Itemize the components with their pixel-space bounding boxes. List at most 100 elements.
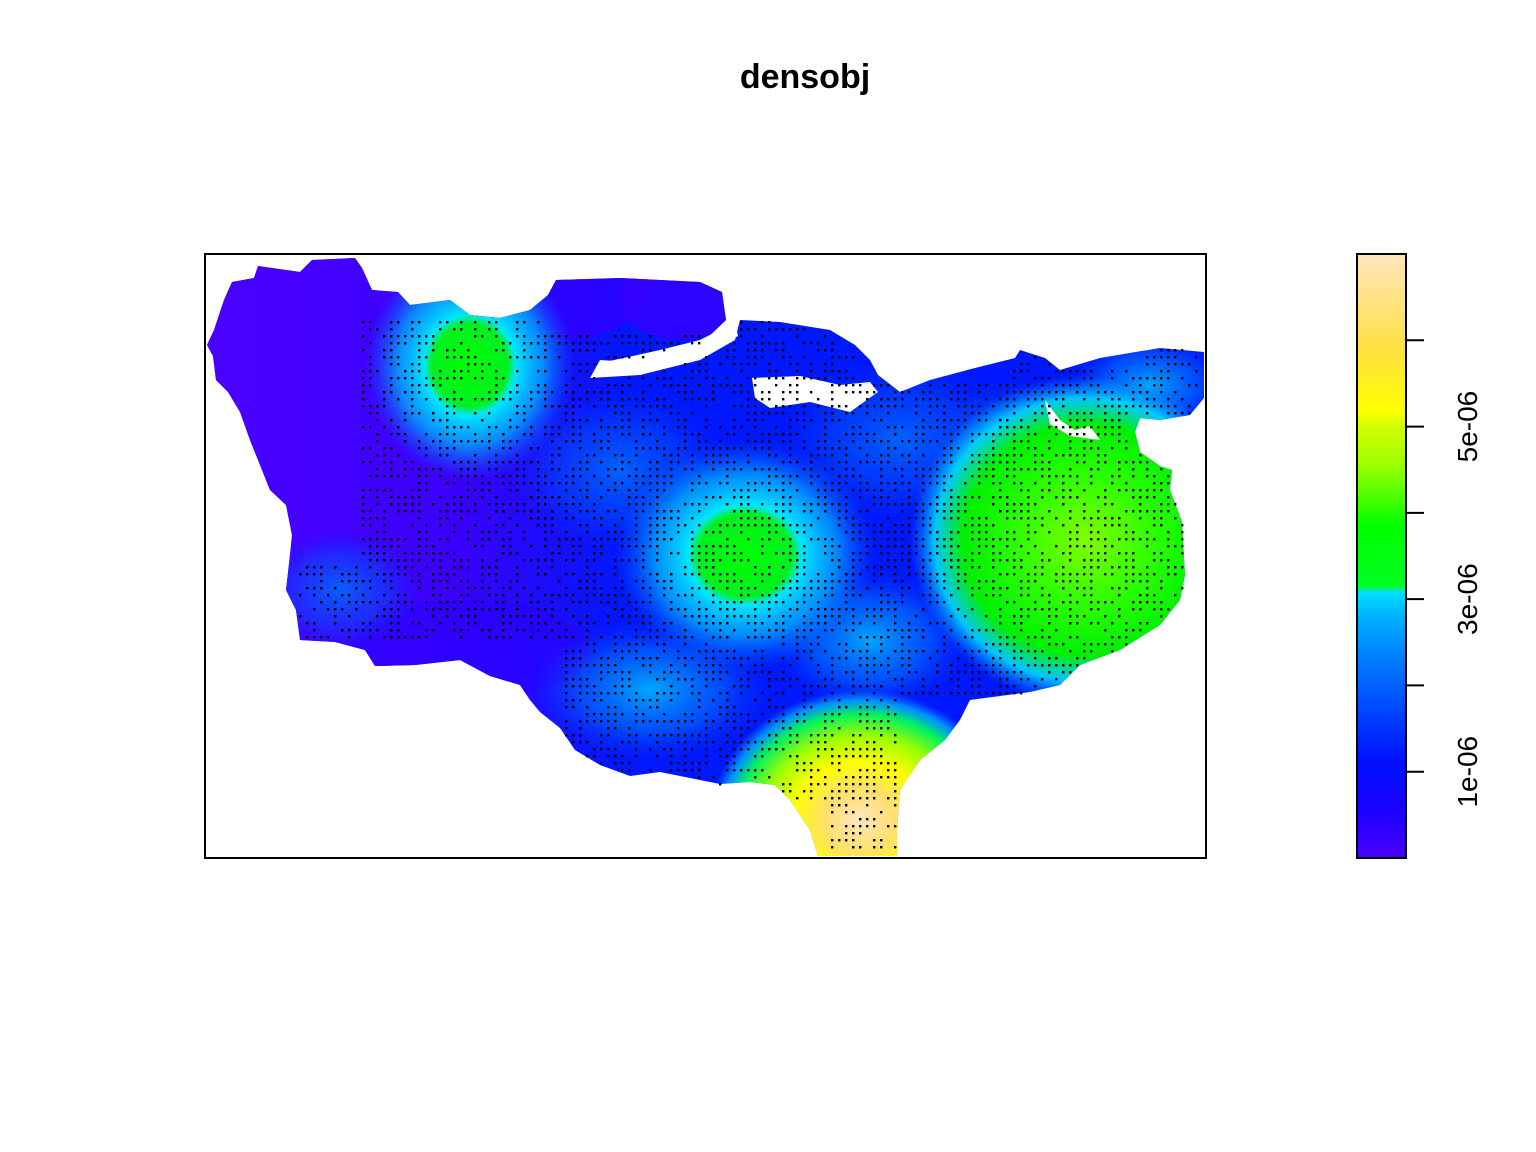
data-point xyxy=(404,559,407,562)
data-point xyxy=(733,391,736,394)
data-point xyxy=(684,566,687,569)
data-point xyxy=(390,335,393,338)
data-point xyxy=(670,671,673,674)
data-point xyxy=(691,552,694,555)
data-point xyxy=(782,587,785,590)
data-point xyxy=(824,783,827,786)
data-point xyxy=(565,734,568,737)
data-point xyxy=(1013,636,1016,639)
data-point xyxy=(754,755,757,758)
data-point xyxy=(845,412,848,415)
data-point xyxy=(656,545,659,548)
data-point xyxy=(663,531,666,534)
data-point xyxy=(810,762,813,765)
data-point xyxy=(894,391,897,394)
data-point xyxy=(530,601,533,604)
data-point xyxy=(649,384,652,387)
data-point xyxy=(992,664,995,667)
data-point xyxy=(299,615,302,618)
data-point xyxy=(432,468,435,471)
data-point xyxy=(747,433,750,436)
data-point xyxy=(397,363,400,366)
data-point xyxy=(320,601,323,604)
data-point xyxy=(922,440,925,443)
data-point xyxy=(1104,538,1107,541)
data-point xyxy=(383,538,386,541)
data-point xyxy=(523,342,526,345)
data-point xyxy=(1125,629,1128,632)
data-point xyxy=(831,398,834,401)
data-point xyxy=(495,328,498,331)
data-point xyxy=(831,412,834,415)
data-point xyxy=(390,419,393,422)
data-point xyxy=(873,622,876,625)
data-point xyxy=(453,510,456,513)
data-point xyxy=(838,384,841,387)
data-point xyxy=(936,650,939,653)
data-point xyxy=(502,587,505,590)
data-point xyxy=(600,398,603,401)
data-point xyxy=(1013,503,1016,506)
data-point xyxy=(978,629,981,632)
data-point xyxy=(894,608,897,611)
data-point xyxy=(516,552,519,555)
data-point xyxy=(656,657,659,660)
data-point xyxy=(705,531,708,534)
data-point xyxy=(586,573,589,576)
data-point xyxy=(530,545,533,548)
data-point xyxy=(789,419,792,422)
data-point xyxy=(1160,510,1163,513)
data-point xyxy=(880,405,883,408)
data-point xyxy=(705,755,708,758)
data-point xyxy=(656,377,659,380)
data-point xyxy=(593,755,596,758)
data-point xyxy=(593,713,596,716)
data-point xyxy=(614,531,617,534)
data-point xyxy=(1055,398,1058,401)
data-point xyxy=(817,664,820,667)
data-point xyxy=(775,475,778,478)
data-point xyxy=(915,412,918,415)
data-point xyxy=(467,629,470,632)
data-point xyxy=(390,377,393,380)
data-point xyxy=(313,636,316,639)
data-point xyxy=(824,552,827,555)
data-point xyxy=(726,349,729,352)
data-point xyxy=(866,678,869,681)
data-point xyxy=(838,755,841,758)
data-point xyxy=(754,440,757,443)
data-point xyxy=(418,510,421,513)
data-point xyxy=(1181,538,1184,541)
data-point xyxy=(852,440,855,443)
data-point xyxy=(1125,559,1128,562)
data-point xyxy=(943,384,946,387)
data-point xyxy=(747,496,750,499)
data-point xyxy=(726,461,729,464)
data-point xyxy=(726,699,729,702)
data-point xyxy=(824,482,827,485)
data-point xyxy=(726,356,729,359)
data-point xyxy=(866,657,869,660)
data-point xyxy=(936,601,939,604)
data-point xyxy=(1027,615,1030,618)
data-point xyxy=(453,496,456,499)
data-point xyxy=(649,699,652,702)
data-point xyxy=(635,517,638,520)
data-point xyxy=(740,321,743,324)
data-point xyxy=(915,398,918,401)
data-point xyxy=(957,433,960,436)
data-point xyxy=(383,405,386,408)
data-point xyxy=(579,468,582,471)
data-point xyxy=(600,552,603,555)
data-point xyxy=(1160,356,1163,359)
data-point xyxy=(684,762,687,765)
data-point xyxy=(446,412,449,415)
data-point xyxy=(418,489,421,492)
data-point xyxy=(845,587,848,590)
data-point xyxy=(740,510,743,513)
data-point xyxy=(635,475,638,478)
data-point xyxy=(754,377,757,380)
data-point xyxy=(782,790,785,793)
data-point xyxy=(453,433,456,436)
data-point xyxy=(649,433,652,436)
